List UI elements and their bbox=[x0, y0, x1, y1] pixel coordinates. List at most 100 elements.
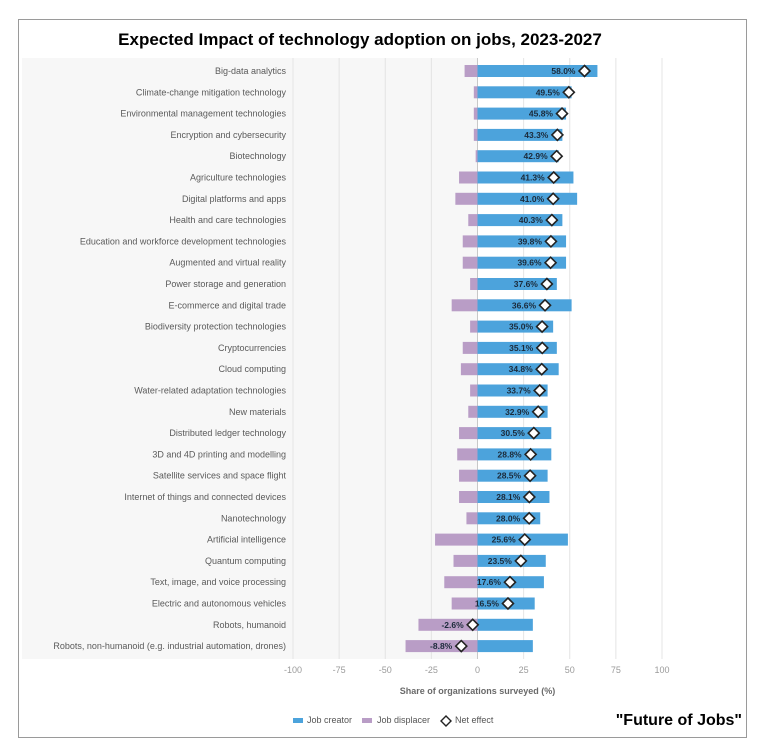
category-label: Water-related adaptation technologies bbox=[134, 386, 286, 396]
net-effect-label: 35.1% bbox=[509, 343, 534, 353]
job-creator-bar bbox=[477, 256, 567, 269]
job-creator-bar bbox=[477, 235, 567, 248]
net-effect-marker bbox=[531, 405, 545, 419]
job-creator-bar bbox=[477, 618, 533, 631]
net-effect-marker bbox=[550, 128, 565, 142]
net-effect-marker bbox=[535, 319, 549, 334]
legend-swatch-job-creator bbox=[293, 718, 303, 723]
net-effect-marker bbox=[555, 106, 569, 121]
net-effect-label: 39.6% bbox=[517, 258, 542, 268]
chart-title: Expected Impact of technology adoption o… bbox=[118, 30, 602, 49]
category-label: Robots, humanoid bbox=[213, 620, 286, 630]
net-effect-label: 16.5% bbox=[475, 599, 500, 609]
net-effect-label: 37.6% bbox=[514, 279, 539, 289]
net-effect-label: 17.6% bbox=[477, 577, 502, 587]
net-effect-marker bbox=[546, 192, 560, 206]
job-creator-bar bbox=[477, 86, 572, 99]
job-creator-bar bbox=[477, 341, 557, 354]
job-creator-bar bbox=[477, 128, 563, 141]
net-effect-label: 58.0% bbox=[551, 66, 576, 76]
net-effect-marker bbox=[540, 277, 554, 291]
net-effect-label: 34.8% bbox=[509, 364, 534, 374]
job-displacer-bar bbox=[457, 448, 478, 461]
net-effect-label: 25.6% bbox=[492, 535, 517, 545]
net-effect-label: 49.5% bbox=[536, 87, 561, 97]
net-effect-label: 45.8% bbox=[529, 109, 554, 119]
category-label: Climate-change mitigation technology bbox=[136, 87, 287, 97]
legend-swatch-net-effect bbox=[440, 715, 452, 727]
job-displacer-bar bbox=[459, 491, 478, 503]
legend-label-job-displacer: Job displacer bbox=[377, 715, 430, 725]
net-effect-marker bbox=[535, 341, 549, 355]
net-effect-label: -2.6% bbox=[441, 620, 464, 630]
job-creator-bar bbox=[477, 512, 541, 525]
category-label: Internet of things and connected devices bbox=[124, 492, 286, 502]
category-label: Cryptocurrencies bbox=[218, 343, 287, 353]
category-label: Electric and autonomous vehicles bbox=[152, 599, 287, 609]
net-effect-marker bbox=[527, 426, 541, 440]
x-tick-label: -25 bbox=[425, 665, 438, 675]
x-tick-label: -75 bbox=[333, 665, 346, 675]
x-tick-label: -50 bbox=[379, 665, 392, 675]
job-displacer-bar bbox=[470, 320, 478, 333]
net-effect-marker bbox=[533, 383, 547, 398]
category-label: E-commerce and digital trade bbox=[168, 300, 286, 310]
net-effect-marker bbox=[524, 447, 538, 462]
job-displacer-bar bbox=[466, 512, 478, 525]
net-effect-marker bbox=[518, 532, 532, 547]
category-label: Digital platforms and apps bbox=[182, 194, 287, 204]
footer-note: "Future of Jobs" bbox=[615, 712, 742, 729]
category-label: Power storage and generation bbox=[165, 279, 286, 289]
x-tick-label: -100 bbox=[284, 665, 302, 675]
job-displacer-bar bbox=[473, 107, 478, 120]
job-creator-bar bbox=[477, 65, 598, 77]
net-effect-marker bbox=[547, 170, 561, 185]
category-label: 3D and 4D printing and modelling bbox=[152, 449, 286, 459]
x-axis-title: Share of organizations surveyed (%) bbox=[400, 686, 556, 696]
job-displacer-bar bbox=[464, 65, 478, 77]
job-creator-bar bbox=[477, 150, 559, 163]
category-label: Satellite services and space flight bbox=[153, 471, 287, 481]
net-effect-label: 30.5% bbox=[501, 428, 526, 438]
category-label: Cloud computing bbox=[218, 364, 286, 374]
category-label: Agriculture technologies bbox=[190, 173, 287, 183]
net-effect-label: 35.0% bbox=[509, 322, 534, 332]
legend-label-net-effect: Net effect bbox=[455, 715, 494, 725]
net-effect-marker bbox=[577, 64, 592, 78]
net-effect-label: 28.0% bbox=[496, 513, 521, 523]
category-label: Nanotechnology bbox=[221, 513, 287, 523]
job-displacer-bar bbox=[451, 299, 478, 312]
net-effect-label: 42.9% bbox=[524, 151, 549, 161]
plot-background bbox=[22, 58, 478, 659]
category-label: Big-data analytics bbox=[215, 66, 287, 76]
x-tick-label: 25 bbox=[519, 665, 529, 675]
net-effect-label: 39.8% bbox=[518, 236, 543, 246]
legend-label-job-creator: Job creator bbox=[307, 715, 352, 725]
job-creator-bar bbox=[477, 278, 557, 290]
category-label: Artificial intelligence bbox=[207, 535, 286, 545]
net-effect-label: 32.9% bbox=[505, 407, 530, 417]
net-effect-marker bbox=[523, 469, 537, 483]
job-creator-bar bbox=[477, 214, 563, 227]
net-effect-label: 28.1% bbox=[496, 492, 521, 502]
net-effect-label: 43.3% bbox=[524, 130, 549, 140]
net-effect-marker bbox=[538, 298, 552, 312]
category-label: Robots, non-humanoid (e.g. industrial au… bbox=[53, 641, 286, 651]
net-effect-marker bbox=[522, 490, 536, 504]
net-effect-marker bbox=[544, 234, 558, 249]
net-effect-label: 36.6% bbox=[512, 300, 537, 310]
job-displacer-bar bbox=[468, 405, 478, 418]
job-displacer-bar bbox=[418, 618, 478, 631]
net-effect-label: 23.5% bbox=[488, 556, 513, 566]
net-effect-label: 41.3% bbox=[521, 173, 546, 183]
net-effect-marker bbox=[503, 575, 517, 589]
net-effect-marker bbox=[543, 256, 558, 270]
net-effect-marker bbox=[501, 596, 515, 611]
job-displacer-bar bbox=[462, 235, 478, 248]
job-displacer-bar bbox=[468, 214, 478, 227]
job-displacer-bar bbox=[460, 363, 478, 376]
job-creator-bar bbox=[477, 320, 554, 333]
x-tick-label: 75 bbox=[611, 665, 621, 675]
category-label: Encryption and cybersecurity bbox=[170, 130, 286, 140]
job-displacer-bar bbox=[473, 86, 478, 99]
